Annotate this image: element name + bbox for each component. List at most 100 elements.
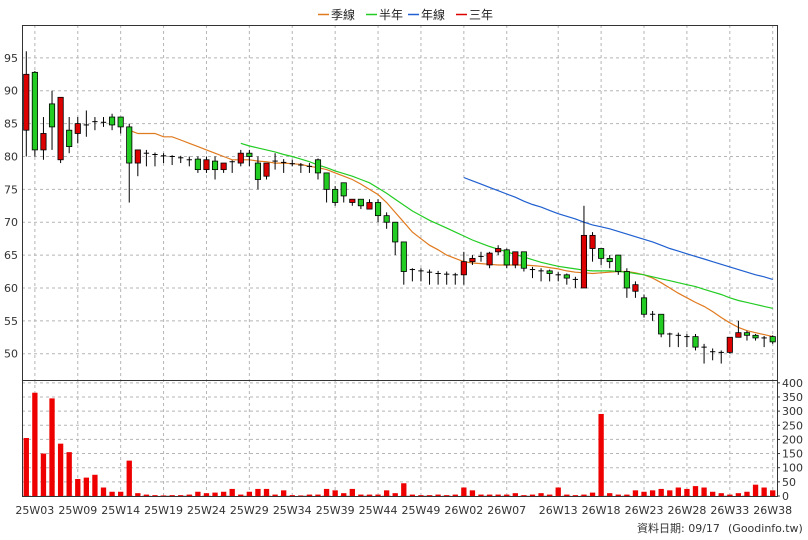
candle [418, 268, 424, 282]
candle [31, 71, 38, 157]
candle [178, 155, 184, 164]
candle-body [220, 162, 227, 171]
candle-body [606, 257, 613, 263]
volume-tick-label: 200 [782, 433, 803, 446]
volume-bar [186, 494, 192, 496]
volume-bar [83, 477, 90, 496]
candle [374, 199, 382, 223]
legend-label: 季線 [331, 7, 355, 22]
volume-bar [709, 491, 716, 496]
candle [83, 110, 90, 137]
volume-bar [735, 493, 742, 496]
volume-bar [615, 494, 621, 496]
volume-bar [641, 491, 647, 496]
volume-bar [332, 490, 338, 496]
legend-label: 三年 [469, 8, 493, 22]
candle [512, 251, 519, 269]
candle [314, 158, 322, 180]
volume-bar [770, 490, 776, 496]
candle [623, 268, 630, 298]
candle-body [632, 284, 639, 292]
candle-body [211, 160, 219, 171]
volume-bar [435, 494, 441, 496]
candle-body [57, 96, 64, 161]
x-tick-label: 26W13 [539, 504, 578, 517]
candle-body [254, 162, 261, 180]
candle [220, 162, 227, 173]
candle [563, 273, 570, 285]
candle [460, 251, 467, 285]
candle-body [357, 198, 364, 207]
x-tick-label: 25W49 [402, 504, 441, 517]
candle-body [460, 261, 467, 276]
volume-tick-label: 250 [782, 419, 803, 432]
volume-tick-label: 400 [782, 377, 803, 390]
candle-body [392, 221, 399, 243]
candle-body [486, 252, 493, 266]
volume-bar [418, 495, 424, 496]
candle [761, 335, 767, 348]
candle-body [340, 182, 347, 197]
candle [640, 294, 648, 318]
x-tick-label: 26W07 [487, 504, 526, 517]
candlesticks [23, 51, 776, 364]
volume-bar [92, 474, 98, 496]
volume-bar [684, 488, 690, 496]
candle [538, 268, 544, 282]
candle [752, 333, 759, 341]
candle-body [520, 251, 527, 269]
ma-year-line [463, 176, 773, 280]
candle [718, 350, 724, 364]
volume-bar [126, 460, 132, 496]
volume-bar [169, 495, 175, 496]
candle [298, 163, 304, 173]
candle-body [503, 249, 510, 266]
candle [435, 270, 441, 285]
legend: 季線 半年 年線 三年 [318, 7, 493, 22]
volume-bar [203, 493, 210, 496]
candle [237, 149, 244, 167]
candle-body [598, 248, 605, 259]
volume-bar [323, 488, 330, 496]
candle [254, 156, 261, 190]
candle [444, 271, 450, 285]
x-tick-label: 25W19 [144, 504, 183, 517]
candle [580, 205, 588, 289]
candle [23, 51, 30, 157]
candle-body [134, 149, 141, 164]
price-tick-label: 85 [4, 118, 18, 131]
price-tick-label: 70 [4, 216, 18, 229]
volume-bar [298, 495, 304, 496]
volume-bar [426, 495, 433, 496]
candle [589, 232, 596, 262]
x-tick-label: 25W29 [230, 504, 269, 517]
volume-bars [23, 392, 776, 496]
candle [632, 281, 639, 298]
candle-body [31, 71, 38, 151]
volume-bar [306, 494, 313, 496]
volume-bar [529, 494, 536, 496]
x-tick-label: 25W09 [58, 504, 97, 517]
x-tick-label: 25W24 [187, 504, 226, 517]
volume-bar [66, 452, 72, 496]
candle-body [40, 133, 47, 151]
volume-bar [341, 493, 347, 496]
volume-tick-label: 100 [782, 462, 803, 475]
candle-body [546, 270, 553, 274]
volume-bar [220, 491, 227, 496]
candle-body [752, 334, 759, 339]
volume-bar [238, 494, 244, 496]
candle-body [692, 336, 699, 348]
candle [57, 96, 64, 164]
volume-bar [263, 488, 270, 496]
candle-body [615, 254, 622, 272]
candle [478, 251, 484, 262]
volume-bar [152, 495, 158, 496]
data-date-label: 資料日期: 09/17 [637, 521, 720, 535]
price-tick-label: 95 [4, 52, 18, 65]
candle [735, 320, 742, 338]
volume-bar [607, 493, 613, 496]
volume-bar [178, 495, 184, 496]
